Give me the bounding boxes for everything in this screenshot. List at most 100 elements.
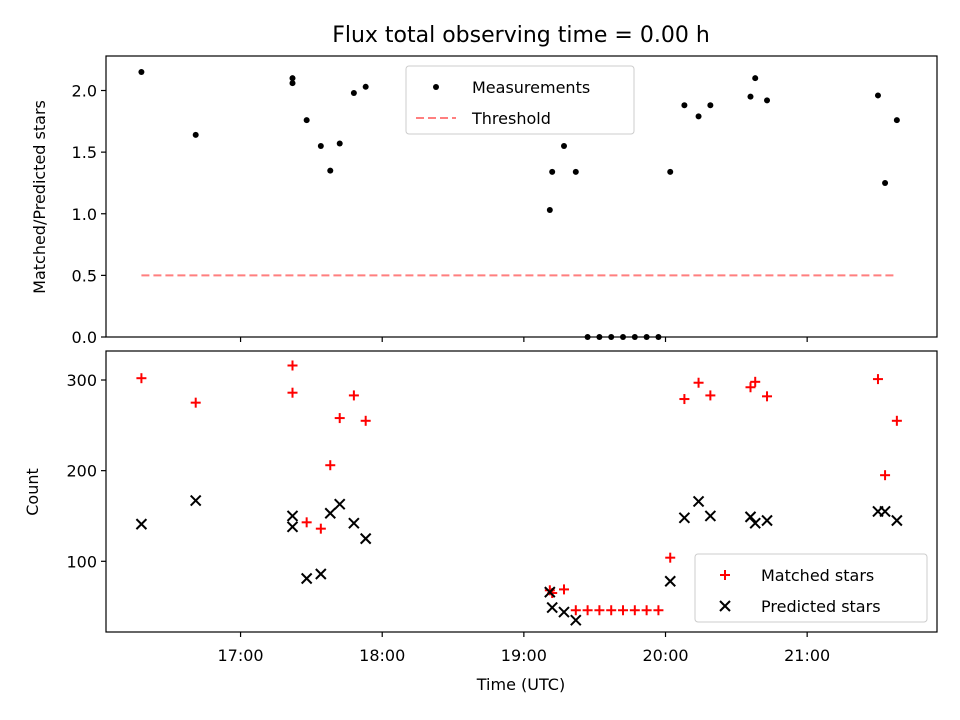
matched-star-point	[325, 460, 336, 471]
measurement-point	[350, 89, 357, 96]
measurement-point	[362, 83, 369, 90]
count-y-tick-label: 100	[66, 552, 97, 571]
predicted-star-point	[300, 572, 313, 585]
matched-star-point	[190, 397, 201, 408]
x-tick-label: 21:00	[784, 646, 830, 665]
matched-star-point	[360, 415, 371, 426]
predicted-star-point	[135, 518, 148, 530]
ratio-y-tick-label: 1.0	[72, 205, 97, 224]
count-y-axis-label: Count	[23, 468, 42, 516]
count-legend-label: Predicted stars	[761, 597, 881, 616]
measurement-point	[667, 168, 674, 175]
matched-star-point	[348, 390, 359, 401]
count-panel: Count Time (UTC) 100 200 300 17:00 18:00 19:0…	[23, 350, 938, 694]
predicted-star-point	[190, 494, 202, 507]
measurement-point	[752, 75, 759, 82]
ratio-y-tick-label: 0.0	[72, 328, 97, 347]
measurement-point	[289, 80, 296, 87]
matched-star-point	[287, 360, 298, 371]
predicted-star-point	[744, 511, 757, 523]
measurement-point	[681, 102, 688, 109]
matched-star-point	[301, 517, 312, 528]
count-y-tick-label: 300	[66, 371, 97, 390]
matched-star-point	[641, 605, 652, 616]
predicted-star-point	[749, 517, 761, 529]
measurement-point	[317, 142, 324, 149]
predicted-star-point	[286, 510, 299, 522]
measurement-point	[560, 142, 567, 149]
ratio-axes: 0.0 0.5 1.0 1.5 2.0	[72, 55, 938, 347]
legend-handle-matched	[720, 570, 730, 580]
predicted-star-point	[761, 514, 773, 527]
measurement-point	[303, 117, 310, 124]
ratio-legend: Measurements Threshold	[405, 65, 635, 135]
matched-star-point	[594, 605, 605, 616]
measurement-point	[336, 140, 343, 147]
x-tick-label: 17:00	[218, 646, 264, 665]
ratio-plot-frame	[105, 55, 938, 338]
ratio-legend-label: Threshold	[471, 109, 551, 128]
measurement-point	[289, 75, 296, 82]
count-legend-box	[694, 553, 928, 623]
count-axes: 100 200 300 17:00 18:00 19:00 20:00 21:00	[66, 350, 938, 665]
measurement-point	[882, 179, 889, 186]
matched-star-point	[629, 605, 640, 616]
x-axis-label: Time (UTC)	[476, 675, 565, 694]
predicted-star-point	[678, 512, 691, 524]
matched-star-point	[705, 390, 716, 401]
matched-star-point	[558, 584, 569, 595]
ratio-y-tick-label: 0.5	[72, 266, 97, 285]
measurement-point	[192, 131, 199, 138]
predicted-star-point	[286, 521, 299, 533]
ratio-legend-label: Measurements	[472, 78, 590, 97]
matched-star-point	[582, 605, 593, 616]
matched-star-point	[665, 552, 676, 563]
predicted-star-point	[891, 514, 903, 527]
predicted-star-point	[348, 517, 360, 529]
matched-star-point	[891, 415, 902, 426]
measurement-point	[572, 168, 579, 175]
ratio-y-axis-label: Matched/Predicted stars	[30, 100, 49, 294]
matched-star-point	[606, 605, 617, 616]
measurement-point	[707, 102, 714, 109]
matched-star-point	[872, 374, 883, 385]
matched-star-point	[334, 413, 345, 424]
measurement-point	[695, 113, 702, 120]
predicted-star-point	[546, 601, 558, 614]
x-tick-label: 18:00	[359, 646, 405, 665]
measurement-point	[893, 117, 900, 124]
measurement-point	[546, 207, 553, 214]
count-legend-label: Matched stars	[761, 566, 874, 585]
predicted-star-point	[570, 614, 582, 626]
matched-star-point	[750, 376, 761, 387]
predicted-star-point	[879, 505, 891, 518]
measurement-point	[874, 92, 881, 99]
matched-star-point	[762, 391, 773, 402]
measurement-point	[327, 167, 334, 174]
matched-star-point	[745, 382, 756, 393]
measurement-point	[549, 168, 556, 175]
matched-star-point	[315, 523, 326, 534]
predicted-star-point	[664, 575, 676, 587]
predicted-star-point	[359, 532, 372, 545]
matched-star-point	[880, 470, 891, 481]
count-plot-frame	[105, 350, 938, 633]
measurement-point	[747, 93, 754, 100]
predicted-star-point	[334, 498, 346, 510]
count-y-tick-label: 200	[66, 462, 97, 481]
matched-star-point	[653, 605, 664, 616]
ratio-legend-box	[405, 65, 635, 135]
matched-star-point	[679, 394, 690, 405]
count-legend: Matched stars Predicted stars	[694, 553, 928, 623]
x-tick-label: 20:00	[642, 646, 688, 665]
predicted-star-point	[704, 510, 717, 522]
ratio-y-tick-label: 2.0	[72, 82, 97, 101]
ratio-panel: Flux total observing time = 0.00 h Match…	[30, 23, 938, 347]
chart-title: Flux total observing time = 0.00 h	[332, 23, 710, 48]
measurement-point	[764, 97, 771, 104]
predicted-star-point	[324, 507, 336, 519]
predicted-star-point	[558, 606, 570, 618]
matched-star-point	[618, 605, 629, 616]
count-plot-marks	[135, 360, 903, 626]
